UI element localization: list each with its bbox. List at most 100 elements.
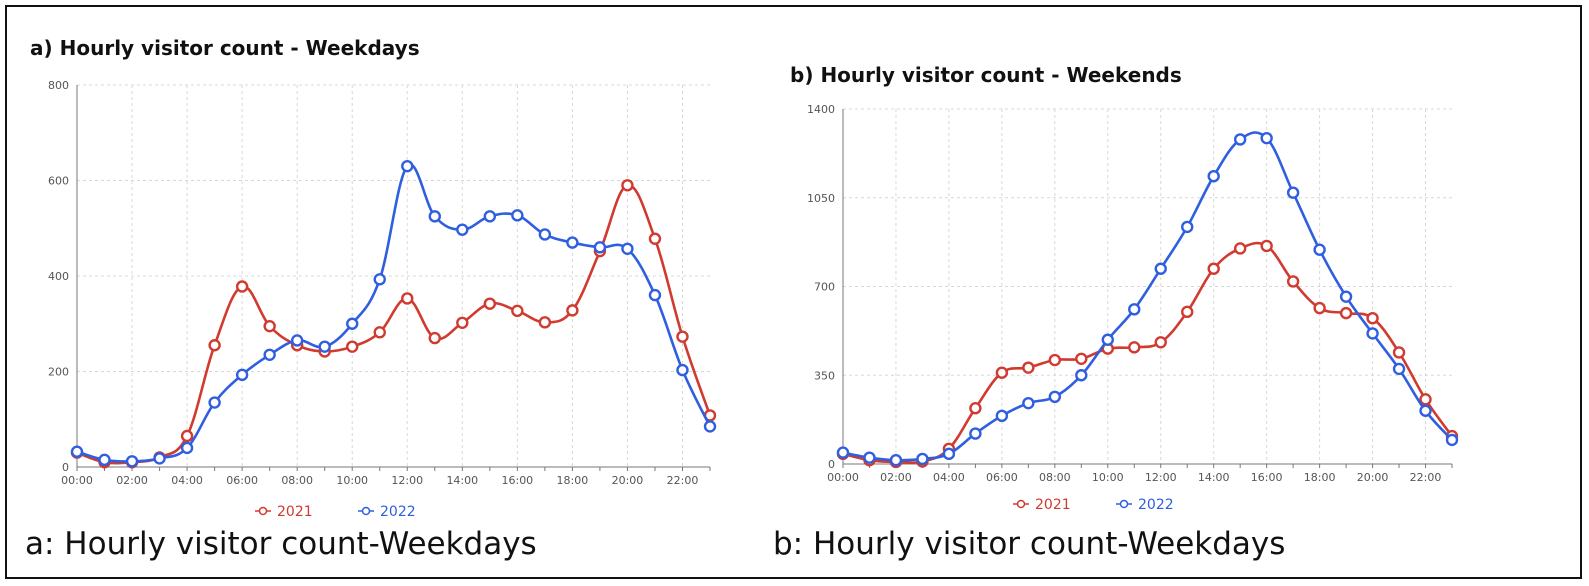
series-line-2021 bbox=[842, 241, 1454, 465]
data-point-2022 bbox=[401, 159, 414, 173]
x-tick-label: 20:00 bbox=[1357, 471, 1389, 484]
x-tick-label: 18:00 bbox=[557, 474, 589, 487]
data-point-2022 bbox=[942, 447, 956, 461]
data-point-2022 bbox=[346, 317, 359, 330]
y-tick-label: 800 bbox=[48, 79, 69, 92]
data-point-2021 bbox=[1260, 239, 1273, 253]
x-tick-label: 14:00 bbox=[446, 474, 478, 487]
data-point-2022 bbox=[538, 228, 552, 241]
chart-title-weekends: b) Hourly visitor count - Weekends bbox=[790, 63, 1182, 87]
data-point-2021 bbox=[1207, 262, 1220, 275]
data-point-2021 bbox=[235, 280, 249, 293]
data-point-2022 bbox=[1101, 333, 1114, 346]
data-point-2022 bbox=[153, 452, 166, 465]
caption-a: a: Hourly visitor count-Weekdays bbox=[25, 526, 537, 562]
data-point-2022 bbox=[1075, 369, 1088, 382]
data-point-2022 bbox=[428, 210, 441, 223]
data-point-2022 bbox=[1207, 169, 1220, 183]
data-point-2021 bbox=[1286, 275, 1300, 288]
x-tick-label: 08:00 bbox=[1039, 471, 1071, 484]
data-point-2022 bbox=[1366, 327, 1379, 340]
data-point-2021 bbox=[1128, 341, 1141, 354]
y-tick-label: 0 bbox=[62, 461, 69, 474]
data-point-2022 bbox=[180, 441, 194, 455]
x-tick-label: 18:00 bbox=[1304, 471, 1336, 484]
data-point-2022 bbox=[1286, 186, 1300, 199]
data-point-2022 bbox=[1181, 220, 1194, 234]
data-point-2021 bbox=[1392, 346, 1406, 359]
data-point-2022 bbox=[208, 396, 221, 409]
data-point-2021 bbox=[373, 326, 386, 339]
data-point-2021 bbox=[401, 292, 414, 305]
x-tick-label: 16:00 bbox=[1251, 471, 1283, 484]
data-point-2022 bbox=[70, 445, 84, 458]
data-point-2021 bbox=[1022, 361, 1035, 374]
x-tick-label: 14:00 bbox=[1198, 471, 1230, 484]
legend-label: 2021 bbox=[1035, 497, 1071, 513]
data-point-2021 bbox=[648, 232, 662, 245]
data-point-2021 bbox=[1339, 306, 1353, 320]
y-tick-label: 1050 bbox=[807, 192, 835, 205]
data-point-2022 bbox=[969, 427, 982, 440]
data-point-2022 bbox=[1022, 396, 1035, 410]
x-tick-label: 22:00 bbox=[1410, 471, 1442, 484]
x-tick-label: 04:00 bbox=[933, 471, 965, 484]
data-point-2022 bbox=[566, 236, 579, 249]
data-point-2022 bbox=[1048, 390, 1062, 404]
y-tick-label: 1400 bbox=[807, 103, 835, 116]
data-point-2021 bbox=[1419, 393, 1432, 406]
legend-label: 2022 bbox=[380, 504, 416, 520]
x-tick-label: 04:00 bbox=[171, 474, 203, 487]
data-point-2022 bbox=[836, 446, 850, 459]
legend: 2021 2022 bbox=[1013, 497, 1174, 513]
x-tick-label: 12:00 bbox=[391, 474, 423, 487]
data-point-2022 bbox=[125, 455, 139, 468]
data-point-2021 bbox=[208, 339, 221, 352]
legend: 2021 2022 bbox=[255, 504, 416, 520]
data-point-2022 bbox=[593, 241, 607, 254]
data-point-2022 bbox=[263, 348, 276, 361]
x-tick-label: 12:00 bbox=[1145, 471, 1177, 484]
data-point-2022 bbox=[456, 223, 469, 236]
data-point-2021 bbox=[1233, 242, 1247, 255]
data-point-2021 bbox=[621, 179, 634, 192]
legend-label: 2022 bbox=[1138, 497, 1174, 513]
data-point-2022 bbox=[483, 210, 497, 223]
data-point-2021 bbox=[538, 316, 552, 329]
data-point-2022 bbox=[1313, 243, 1326, 256]
legend-item-2021: 2021 bbox=[255, 504, 313, 520]
data-point-2022 bbox=[511, 209, 524, 222]
y-tick-label: 350 bbox=[814, 369, 835, 382]
data-point-2021 bbox=[1313, 301, 1326, 315]
data-point-2022 bbox=[235, 368, 249, 382]
data-point-2022 bbox=[863, 451, 876, 464]
data-point-2021 bbox=[566, 304, 579, 317]
data-point-2021 bbox=[1075, 352, 1088, 365]
legend-item-2022: 2022 bbox=[1116, 497, 1174, 513]
data-point-2022 bbox=[1339, 290, 1353, 303]
x-tick-label: 02:00 bbox=[880, 471, 912, 484]
data-point-2022 bbox=[1445, 433, 1459, 447]
data-point-2021 bbox=[180, 429, 194, 443]
data-point-2021 bbox=[1154, 336, 1167, 349]
legend-marker-icon bbox=[361, 506, 371, 516]
data-point-2022 bbox=[1419, 404, 1432, 417]
data-point-2022 bbox=[889, 453, 903, 467]
x-tick-label: 06:00 bbox=[986, 471, 1018, 484]
data-point-2022 bbox=[98, 453, 111, 467]
data-point-2022 bbox=[621, 242, 634, 255]
data-point-2022 bbox=[1233, 133, 1247, 146]
chart-title-prefix: a) bbox=[30, 36, 53, 60]
legend-marker-icon bbox=[1119, 499, 1129, 509]
x-tick-label: 20:00 bbox=[612, 474, 644, 487]
data-point-2021 bbox=[428, 331, 441, 345]
legend-marker-icon bbox=[258, 506, 268, 516]
data-point-2021 bbox=[483, 297, 497, 310]
data-point-2022 bbox=[676, 363, 689, 377]
x-tick-label: 06:00 bbox=[226, 474, 258, 487]
data-point-2022 bbox=[1260, 131, 1273, 145]
weekdays-line-chart: 00:00 02:00 04:00 06:00 08:00 10:00 12:00 14:00… bbox=[48, 79, 717, 520]
data-point-2022 bbox=[1128, 303, 1141, 316]
x-tick-label: 10:00 bbox=[1092, 471, 1124, 484]
x-tick-label: 16:00 bbox=[501, 474, 533, 487]
